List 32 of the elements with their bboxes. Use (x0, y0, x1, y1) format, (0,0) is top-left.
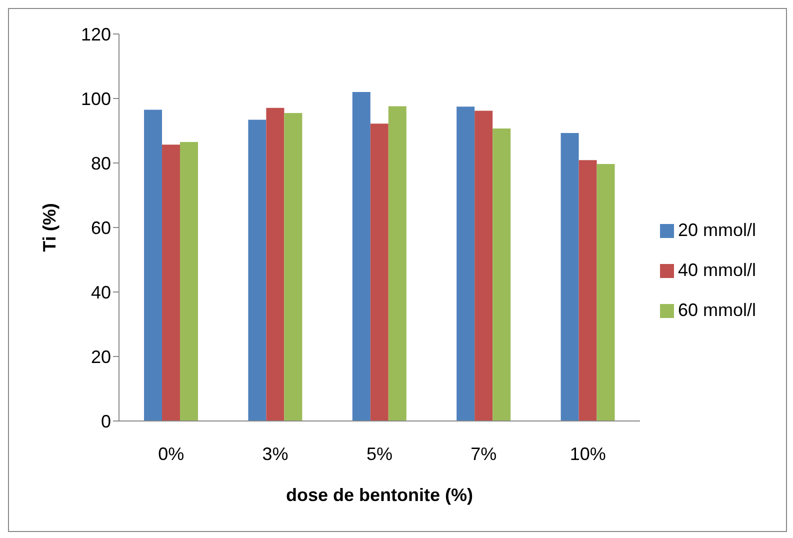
bar (248, 120, 266, 421)
bar (388, 106, 406, 421)
legend-label: 20 mmol/l (678, 220, 756, 240)
bar (284, 113, 302, 421)
x-tick-label: 3% (262, 444, 288, 464)
bar (578, 160, 597, 421)
y-tick-label: 120 (80, 24, 111, 44)
y-tick-label: 40 (90, 282, 111, 302)
bar (456, 106, 475, 421)
x-tick-label: 5% (366, 444, 392, 464)
bar (370, 124, 388, 421)
bar (492, 128, 511, 421)
y-tick-label: 100 (80, 88, 111, 109)
legend-label: 40 mmol/l (678, 260, 756, 280)
x-tick-label: 10% (570, 444, 606, 464)
y-tick-label: 20 (90, 346, 111, 367)
legend-label: 60 mmol/l (678, 300, 756, 320)
y-axis-title: Ti (%) (39, 203, 60, 252)
x-tick-label: 0% (158, 444, 184, 464)
x-tick-label: 7% (470, 444, 497, 464)
bar (144, 110, 162, 421)
bar (596, 164, 615, 421)
x-axis-title: dose de bentonite (%) (286, 485, 473, 505)
bar (474, 110, 493, 421)
bar (266, 108, 284, 421)
bar (162, 144, 180, 421)
bar (560, 133, 579, 421)
y-tick-label: 80 (90, 153, 111, 174)
bar (180, 142, 198, 421)
y-tick-label: 0 (100, 411, 111, 432)
y-tick-label: 60 (90, 218, 111, 238)
bar (352, 92, 370, 421)
